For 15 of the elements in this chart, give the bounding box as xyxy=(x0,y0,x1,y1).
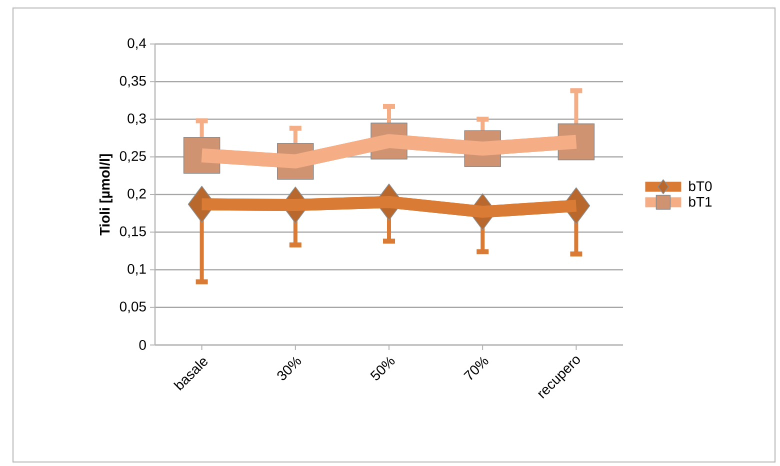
x-tick-label: 50% xyxy=(370,356,395,380)
y-tick-label: 0,15 xyxy=(120,226,146,238)
legend-label: bT1 xyxy=(689,196,712,207)
x-tick-label: 30% xyxy=(277,356,302,380)
y-tick-label: 0,35 xyxy=(120,76,146,88)
y-tick-label: 0,3 xyxy=(128,113,146,126)
y-tick-label: 0 xyxy=(139,340,146,350)
legend-label: bT0 xyxy=(689,180,712,192)
y-axis-title: Tioli [µmol/l] xyxy=(99,154,112,236)
y-tick-label: 0,4 xyxy=(128,38,146,50)
y-tick-label: 0,25 xyxy=(120,151,146,163)
y-tick-label: 0,1 xyxy=(128,264,146,276)
y-tick-label: 0,2 xyxy=(128,188,146,200)
x-tick-label: 70% xyxy=(463,356,488,380)
y-tick-label: 0,05 xyxy=(120,302,146,314)
